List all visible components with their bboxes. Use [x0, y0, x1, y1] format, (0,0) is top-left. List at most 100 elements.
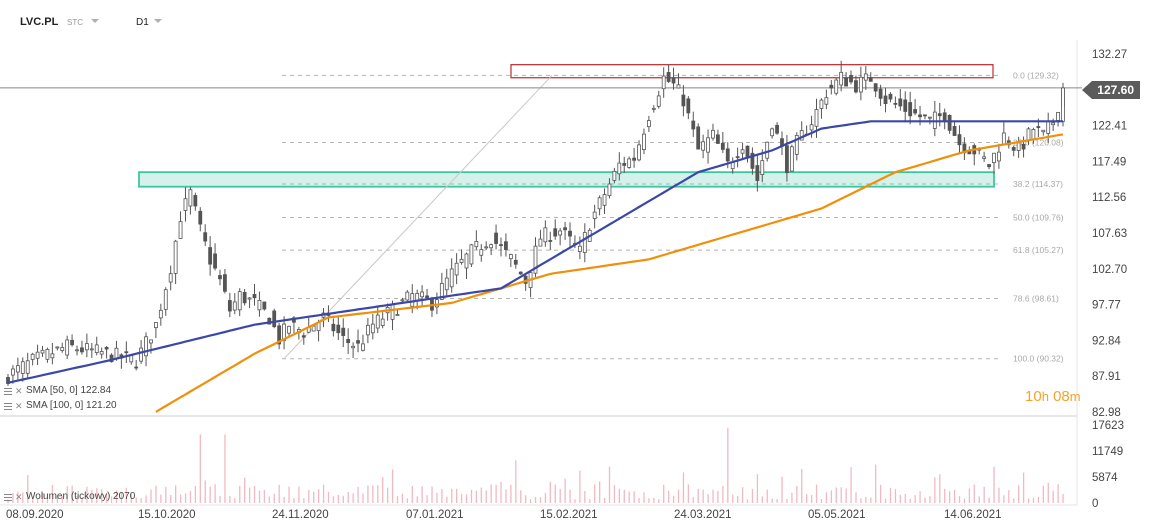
candle-body: [346, 339, 351, 344]
candle-body: [124, 351, 129, 354]
timer-hours: 10: [1025, 388, 1042, 405]
fib-level-label: 100.0 (90.32): [1013, 354, 1064, 364]
legend-sma100-text: SMA [100, 0] 121.20: [26, 400, 117, 411]
legend-volume[interactable]: ✕ Wolumen (tickowy) 2070: [4, 491, 135, 502]
volume-bar: [781, 476, 783, 503]
volume-bar: [850, 467, 852, 503]
volume-bar: [505, 489, 507, 503]
candle-body: [918, 114, 922, 118]
candle-body: [548, 240, 553, 242]
current-price-tag: 127.60: [1082, 81, 1140, 99]
volume-bar: [1013, 498, 1015, 503]
candle-body: [646, 120, 651, 128]
volume-bar: [801, 468, 803, 503]
candle-body: [533, 245, 538, 274]
volume-bar: [465, 494, 468, 503]
volume-bar: [983, 486, 985, 503]
volume-bar: [86, 486, 88, 503]
interval-label[interactable]: D1: [136, 17, 149, 28]
volume-bar: [61, 495, 63, 503]
volume-bar: [32, 497, 34, 503]
volume-bar: [115, 490, 118, 503]
candle-body: [844, 77, 848, 87]
volume-bar: [879, 484, 882, 503]
volume-bar: [441, 489, 443, 503]
account-label[interactable]: STC: [67, 18, 83, 27]
volume-bar: [815, 484, 818, 503]
volume-bar: [76, 496, 78, 503]
close-icon[interactable]: ✕: [15, 491, 23, 502]
candle-body: [809, 124, 814, 131]
candle-body: [701, 141, 706, 151]
settings-icon[interactable]: [4, 387, 12, 395]
volume-bar: [263, 489, 266, 503]
volume-bar: [495, 484, 497, 503]
volume-bar: [125, 487, 128, 503]
symbol-label[interactable]: LVC.PL: [20, 16, 59, 28]
candle-body: [395, 314, 400, 316]
candle-body: [198, 210, 203, 225]
volume-bar: [288, 486, 290, 503]
volume-bar: [909, 498, 911, 503]
candle-body: [957, 134, 962, 146]
volume-bar: [825, 492, 828, 503]
volume-bar: [569, 489, 571, 503]
candle-body: [858, 76, 863, 93]
volume-bar: [835, 487, 837, 503]
volume-bar: [515, 460, 517, 503]
candle-body: [287, 325, 291, 334]
volume-bar: [17, 491, 19, 503]
y-tick-label: 132.27: [1092, 49, 1127, 61]
volume-bar: [431, 486, 433, 503]
volume-bar: [668, 490, 670, 503]
candle-body: [711, 129, 715, 139]
candle-body: [35, 351, 40, 359]
account-chevron-down-icon[interactable]: [91, 19, 99, 23]
candle-body: [765, 141, 770, 159]
candle-timer: 10h 08m: [1025, 388, 1081, 405]
volume-bar: [1052, 490, 1054, 503]
volume-bar: [110, 496, 113, 503]
volume-bar: [135, 497, 137, 503]
candle-body: [1036, 126, 1041, 128]
settings-icon[interactable]: [4, 493, 12, 501]
volume-bar: [598, 481, 601, 503]
volume-bar: [470, 489, 473, 503]
candle-body: [770, 128, 775, 137]
candle-body: [223, 274, 227, 292]
volume-bar: [140, 498, 142, 503]
candle-body: [1026, 128, 1031, 141]
settings-icon[interactable]: [4, 402, 12, 410]
candle-body: [153, 322, 158, 329]
volume-bar: [391, 469, 394, 503]
legend-sma50[interactable]: ✕ SMA [50, 0] 122.84: [4, 385, 111, 396]
candle-body: [173, 240, 178, 274]
fib-level-label: 38.2 (114.37): [1013, 179, 1063, 189]
candle-body: [183, 198, 188, 211]
volume-bar: [27, 474, 29, 503]
candle-body: [666, 72, 671, 82]
close-icon[interactable]: ✕: [15, 400, 23, 411]
volume-bar: [416, 496, 418, 503]
volume-bar: [204, 480, 206, 503]
legend-sma100[interactable]: ✕ SMA [100, 0] 121.20: [4, 400, 117, 411]
candle-body: [632, 157, 636, 161]
volume-bar: [820, 498, 823, 503]
volume-bar: [549, 481, 551, 503]
close-icon[interactable]: ✕: [15, 385, 23, 396]
candle-body: [913, 109, 918, 114]
candle-body: [617, 162, 622, 175]
volume-bar: [317, 489, 320, 503]
volume-bar: [500, 481, 502, 503]
candle-body: [6, 377, 10, 384]
interval-chevron-down-icon[interactable]: [154, 19, 162, 23]
volume-bar: [623, 489, 625, 503]
volume-bar: [761, 496, 763, 503]
candle-body: [15, 365, 20, 373]
volume-bar: [717, 491, 719, 503]
candle-body: [188, 189, 193, 207]
candle-body: [75, 349, 79, 352]
candle-body: [168, 273, 173, 283]
candle-body: [158, 309, 163, 319]
